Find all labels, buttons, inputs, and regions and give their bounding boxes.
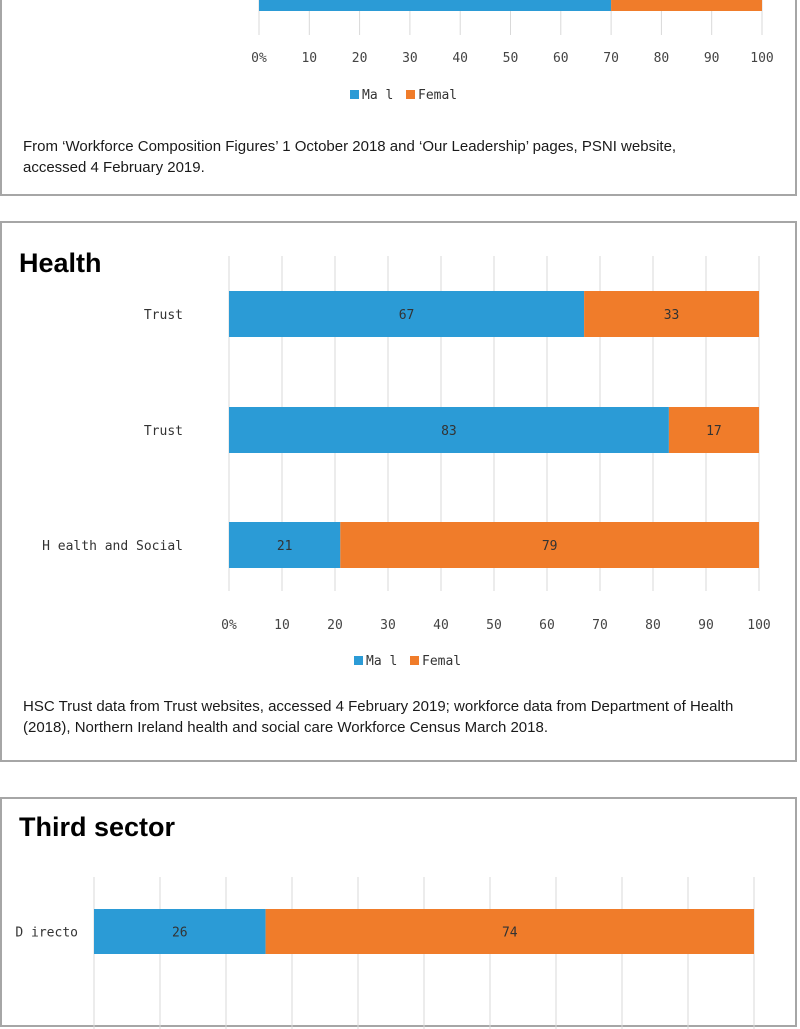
tick-label-4: 40 [433, 618, 449, 633]
legend-label-female: Femal [422, 654, 461, 669]
tick-label-7: 70 [592, 618, 608, 633]
category-label-0: D irecto [15, 926, 78, 941]
tick-label-3: 30 [380, 618, 396, 633]
bar-male-0 [229, 291, 585, 337]
third-sector-chart: 26 74 D irecto [15, 877, 755, 1029]
legend-label-female: Femal [418, 88, 457, 103]
bar-male-2 [229, 522, 341, 568]
bar-female-1 [668, 407, 759, 453]
tick-label-8: 80 [654, 51, 670, 66]
data-label-female-2: 79 [542, 539, 558, 554]
data-label-female-0: 33 [664, 308, 680, 323]
bar-female-0 [611, 0, 762, 11]
bar-male-0 [94, 909, 266, 954]
legend-swatch-female [410, 656, 419, 665]
health-chart: 67 33 Trust 83 17 Trust 21 79 H ealth and Social… [42, 256, 771, 669]
tick-label-3: 30 [402, 51, 418, 66]
tick-label-6: 60 [539, 618, 555, 633]
data-label-male-0: 26 [172, 926, 188, 941]
bar-male-0 [259, 0, 612, 11]
data-label-female-0: 74 [502, 926, 518, 941]
legend-swatch-male [354, 656, 363, 665]
health-source-note: HSC Trust data from Trust websites, acce… [23, 698, 734, 736]
police-source-note: From ‘Workforce Composition Figures’ 1 O… [23, 138, 677, 176]
bar-male-1 [229, 407, 669, 453]
third-sector-panel-title: Third sector [19, 812, 176, 842]
legend-swatch-female [406, 90, 415, 99]
tick-label-4: 40 [452, 51, 468, 66]
tick-label-2: 20 [327, 618, 343, 633]
bar-female-0 [584, 291, 759, 337]
tick-label-10: 100 [750, 51, 773, 66]
tick-label-1: 10 [274, 618, 290, 633]
bar-female-2 [340, 522, 759, 568]
legend-swatch-male [350, 90, 359, 99]
category-label-0: Trust [144, 308, 183, 323]
tick-label-0: 0% [221, 618, 237, 633]
tick-label-9: 90 [704, 51, 720, 66]
tick-label-10: 100 [747, 618, 770, 633]
legend-label-male: Ma l [366, 654, 397, 669]
data-label-male-0: 67 [399, 308, 415, 323]
data-label-female-1: 17 [706, 424, 722, 439]
tick-label-7: 70 [603, 51, 619, 66]
tick-label-1: 10 [301, 51, 317, 66]
bar-female-0 [265, 909, 754, 954]
health-panel: Health 67 33 Trust 83 17 Trust 21 79 H ealth and… [0, 221, 797, 762]
category-label-2: H ealth and Social [42, 539, 183, 554]
tick-label-5: 50 [486, 618, 502, 633]
tick-label-2: 20 [352, 51, 368, 66]
tick-label-9: 90 [698, 618, 714, 633]
legend-label-male: Ma l [362, 88, 393, 103]
health-panel-title: Health [19, 248, 102, 278]
category-label-1: Trust [144, 424, 183, 439]
tick-label-8: 80 [645, 618, 661, 633]
data-label-male-1: 83 [441, 424, 457, 439]
tick-label-6: 60 [553, 51, 569, 66]
tick-label-5: 50 [503, 51, 519, 66]
third-sector-panel: Third sector 26 74 D irecto [0, 797, 797, 1029]
data-label-male-2: 21 [277, 539, 293, 554]
tick-label-0: 0% [251, 51, 267, 66]
